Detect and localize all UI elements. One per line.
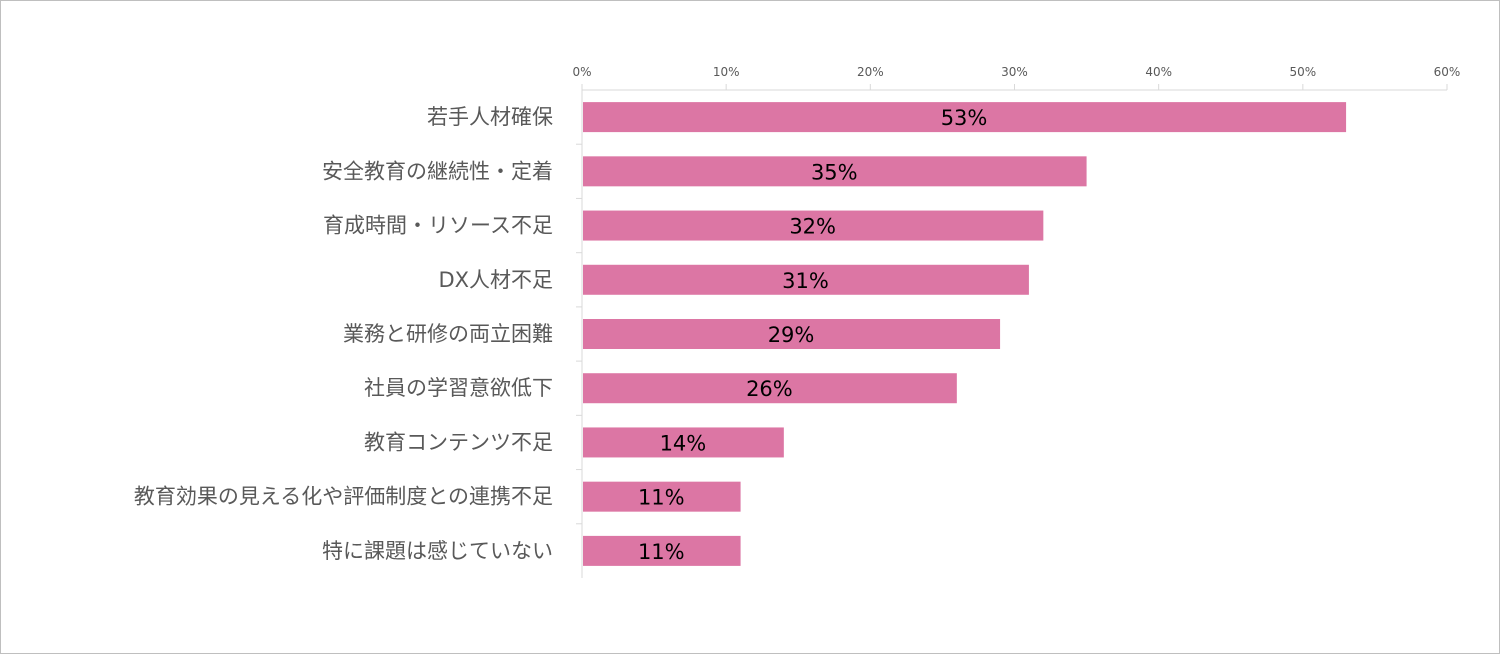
x-tick-label: 20% (857, 65, 884, 79)
data-label: 14% (660, 431, 707, 455)
data-label: 29% (768, 323, 815, 347)
data-label: 53% (941, 106, 988, 130)
labels-layer: 若手人材確保 53% 安全教育の継続性・定着 35% 育成時間・リソース不足 32% DX人… (134, 105, 988, 564)
bar (583, 319, 1001, 349)
bar (583, 373, 957, 404)
x-tick-label: 0% (572, 65, 591, 79)
bar (583, 535, 741, 566)
x-tick-label: 10% (713, 65, 740, 79)
category-label: 教育コンテンツ不足 (364, 430, 553, 454)
category-label: 特に課題は感じていない (322, 539, 553, 563)
x-tick-label: 30% (1001, 65, 1028, 79)
bars-layer (583, 102, 1347, 566)
data-label: 11% (638, 540, 685, 564)
data-label: 35% (811, 160, 858, 184)
bar (583, 156, 1087, 187)
category-label: 育成時間・リソース不足 (323, 214, 553, 238)
axis-layer: 0% 10% 20% 30% 40% 50% 60% (572, 65, 1460, 578)
data-label: 31% (782, 269, 829, 293)
category-label: 教育効果の見える化や評価制度との連携不足 (134, 485, 553, 509)
bar (583, 264, 1029, 295)
data-label: 11% (638, 486, 685, 510)
x-tick-label: 60% (1434, 65, 1461, 79)
category-label: 社員の学習意欲低下 (364, 376, 553, 400)
data-label: 32% (789, 215, 836, 239)
category-label: DX人材不足 (438, 268, 553, 292)
category-label: 業務と研修の両立困難 (343, 322, 553, 346)
bar (583, 210, 1044, 241)
category-label: 若手人材確保 (427, 105, 553, 129)
x-tick-label: 40% (1145, 65, 1172, 79)
bar (583, 102, 1347, 133)
bar (583, 481, 741, 512)
category-label: 安全教育の継続性・定着 (322, 159, 553, 183)
data-label: 26% (746, 377, 793, 401)
bar (583, 427, 784, 458)
x-tick-label: 50% (1289, 65, 1316, 79)
